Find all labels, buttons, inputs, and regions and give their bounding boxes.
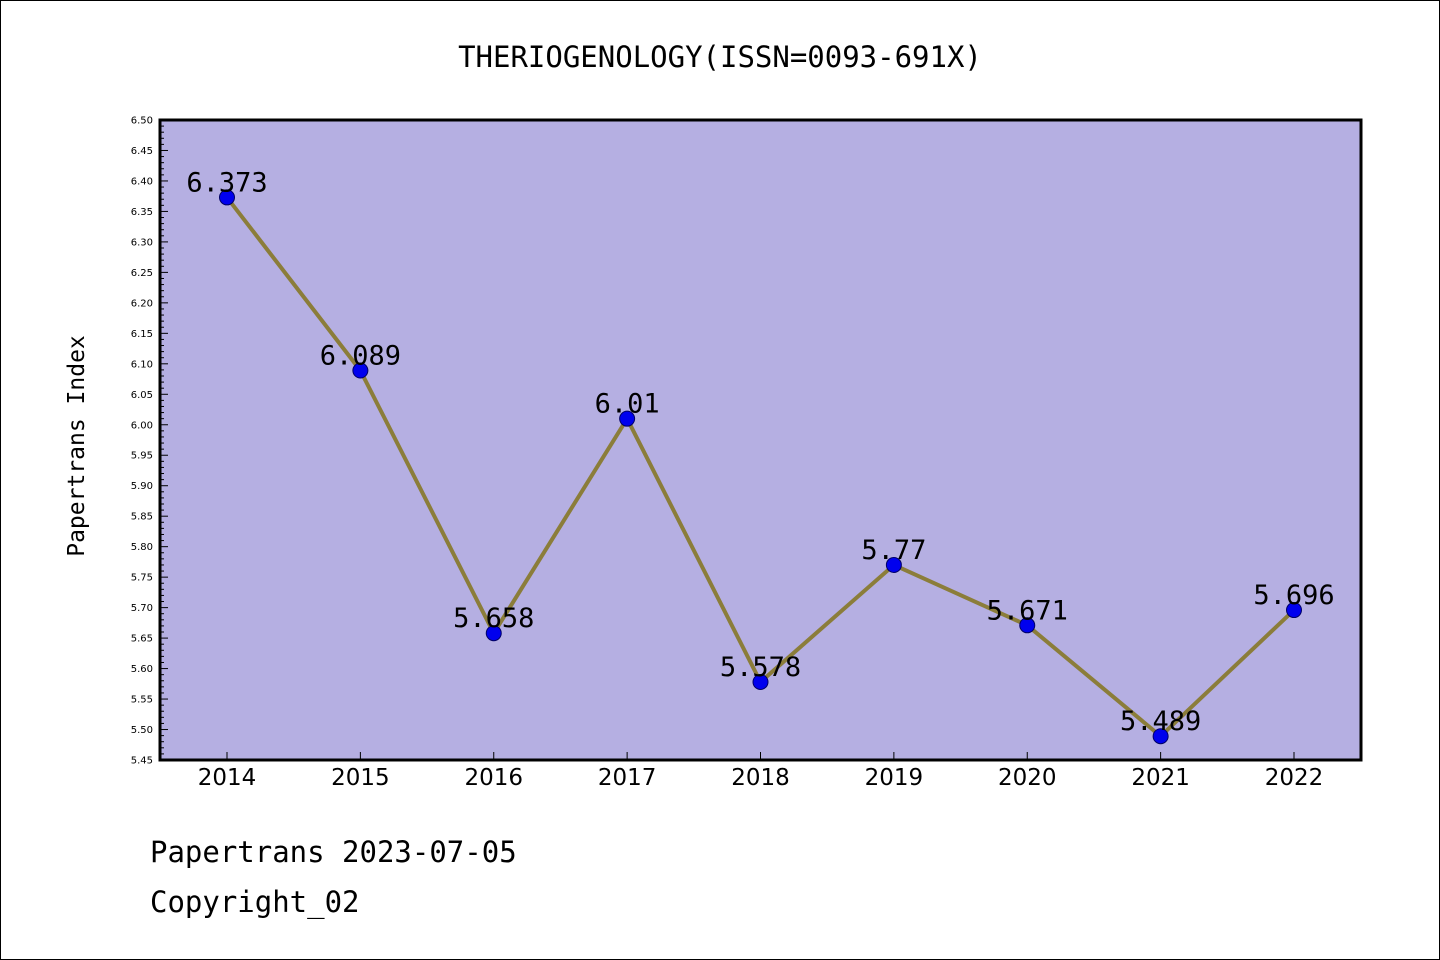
series-layer	[219, 189, 1302, 745]
y-tick-label: 5.80	[131, 542, 153, 553]
data-point	[1019, 617, 1036, 634]
y-tick-label: 6.30	[131, 237, 153, 248]
data-label: 5.671	[987, 595, 1068, 626]
data-point	[885, 556, 902, 573]
data-point	[1286, 602, 1302, 619]
x-tick-label: 2020	[998, 765, 1057, 791]
y-tick-label: 5.45	[131, 756, 153, 767]
y-tick-label: 6.15	[131, 329, 153, 340]
y-tick-label: 6.35	[131, 207, 153, 218]
x-tick-label: 2022	[1265, 765, 1324, 791]
y-tick-label: 5.65	[131, 634, 153, 645]
y-tick-label: 5.60	[131, 664, 153, 675]
y-tick-label: 5.85	[131, 512, 153, 523]
data-label: 5.578	[720, 652, 801, 683]
data-label: 5.658	[453, 603, 534, 634]
data-label: 6.373	[186, 167, 267, 198]
y-tick-label: 5.95	[131, 451, 153, 462]
data-label: 5.489	[1120, 706, 1201, 737]
x-tick-label: 2018	[731, 765, 790, 791]
x-tick-label: 2014	[198, 765, 257, 791]
footer-date: Papertrans 2023-07-05	[150, 835, 517, 869]
y-tick-label: 5.55	[131, 695, 153, 706]
x-axis-ticks: 2014 2015 2016 2017 2018 2019 2020 2021 2022	[198, 752, 1324, 791]
data-point	[1152, 728, 1169, 745]
data-point	[352, 362, 369, 379]
y-tick-label: 5.70	[131, 603, 153, 614]
y-tick-label: 5.75	[131, 573, 153, 584]
data-label: 5.696	[1253, 580, 1334, 611]
data-label: 6.01	[595, 389, 660, 420]
y-tick-label: 6.00	[131, 420, 153, 431]
y-tick-label: 6.20	[131, 298, 153, 309]
x-tick-label: 2015	[331, 765, 390, 791]
x-tick-label: 2021	[1131, 765, 1190, 791]
data-label: 6.089	[320, 341, 401, 372]
y-tick-label: 5.50	[131, 725, 153, 736]
data-labels: 6.373 6.089 5.658 6.01 5.578 5.77 5.671 5.489 5.…	[186, 167, 1334, 737]
data-point	[485, 625, 502, 642]
plot-area	[160, 120, 1361, 760]
y-tick-label: 6.40	[131, 176, 153, 187]
y-axis-ticks: 5.45 5.50 5.55 5.60 5.65 5.70 5.75 5.80 5.85 5.90…	[131, 116, 168, 767]
x-tick-label: 2016	[464, 765, 523, 791]
data-label: 5.77	[861, 535, 926, 566]
y-tick-label: 6.25	[131, 268, 153, 279]
y-tick-label: 6.10	[131, 359, 153, 370]
data-point	[619, 410, 636, 427]
y-axis-label: Papertrans Index	[64, 335, 90, 557]
x-tick-label: 2017	[598, 765, 657, 791]
plot-border	[158, 118, 1363, 762]
y-tick-label: 6.45	[131, 146, 153, 157]
y-tick-label: 5.90	[131, 481, 153, 492]
footer-copyright: Copyright_02	[150, 885, 360, 919]
chart-title: THERIOGENOLOGY(ISSN=0093-691X)	[458, 40, 982, 74]
y-tick-label: 6.50	[131, 116, 153, 127]
x-tick-label: 2019	[865, 765, 924, 791]
data-point	[752, 673, 769, 690]
y-tick-label: 6.05	[131, 390, 153, 401]
data-point	[219, 189, 235, 206]
